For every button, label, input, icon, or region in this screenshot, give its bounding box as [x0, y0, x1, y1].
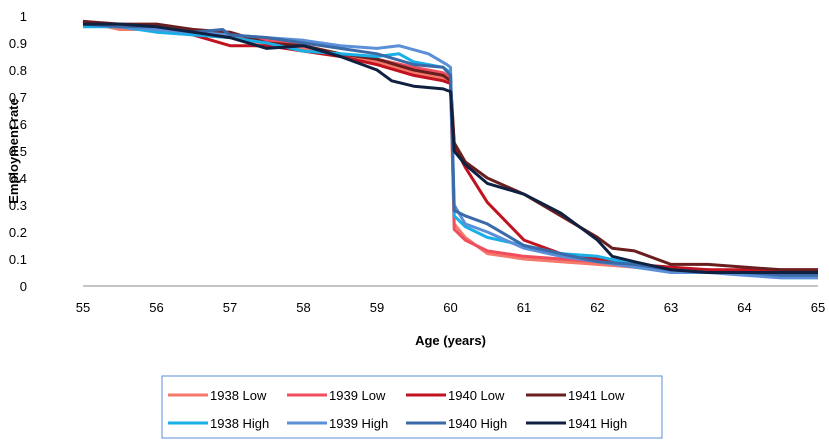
x-tick-label: 63	[664, 300, 678, 315]
series-line-1940-high	[82, 22, 818, 277]
series-line-1938-low	[82, 19, 818, 274]
legend: 1938 Low 1939 Low 1940 Low 1941 Low 1938 Hig…	[161, 375, 663, 439]
legend-label: 1938 High	[210, 416, 269, 431]
series-line-1938-high	[83, 25, 818, 277]
y-tick-label: 0.2	[9, 225, 27, 240]
legend-label: 1940 High	[448, 416, 507, 431]
y-tick-label: 0.6	[9, 117, 27, 132]
y-tick-label: 0.1	[9, 252, 27, 267]
y-tick-label: 0.3	[9, 198, 27, 213]
y-tick-label: 0.7	[9, 90, 27, 105]
x-tick-label: 57	[223, 300, 237, 315]
legend-label: 1941 Low	[568, 388, 625, 403]
y-axis-ticks: 0 0.1 0.2 0.3 0.4 0.5 0.6 0.7 0.8 0.9 1	[9, 9, 27, 294]
y-tick-label: 0.4	[9, 171, 27, 186]
x-tick-label: 62	[590, 300, 604, 315]
series-line-1939-high	[82, 22, 818, 280]
series-line-1940-low	[82, 19, 818, 272]
y-tick-label: 0.9	[9, 36, 27, 51]
y-axis-title: Employment rate	[6, 98, 21, 203]
legend-label: 1939 High	[329, 416, 388, 431]
x-tick-label: 61	[517, 300, 531, 315]
x-axis-title: Age (years)	[415, 333, 486, 348]
legend-label: 1939 Low	[329, 388, 386, 403]
x-tick-label: 64	[737, 300, 751, 315]
series-line-1941-high	[83, 22, 818, 274]
y-tick-label: 0.5	[9, 144, 27, 159]
y-tick-label: 0	[20, 279, 27, 294]
y-tick-label: 1	[20, 9, 27, 24]
x-tick-label: 58	[296, 300, 310, 315]
x-tick-label: 59	[370, 300, 384, 315]
legend-label: 1941 High	[568, 416, 627, 431]
series-lines	[82, 19, 818, 280]
series-line-1941-low	[82, 19, 818, 272]
x-tick-label: 65	[811, 300, 825, 315]
legend-label: 1940 Low	[448, 388, 505, 403]
legend-label: 1938 Low	[210, 388, 267, 403]
legend-box	[161, 375, 663, 439]
x-axis-ticks: 55 56 57 58 59 60 61 62 63 64 65	[76, 300, 825, 315]
y-tick-label: 0.8	[9, 63, 27, 78]
x-tick-label: 60	[443, 300, 457, 315]
series-line-1939-low	[82, 19, 818, 274]
x-tick-label: 55	[76, 300, 90, 315]
x-tick-label: 56	[149, 300, 163, 315]
